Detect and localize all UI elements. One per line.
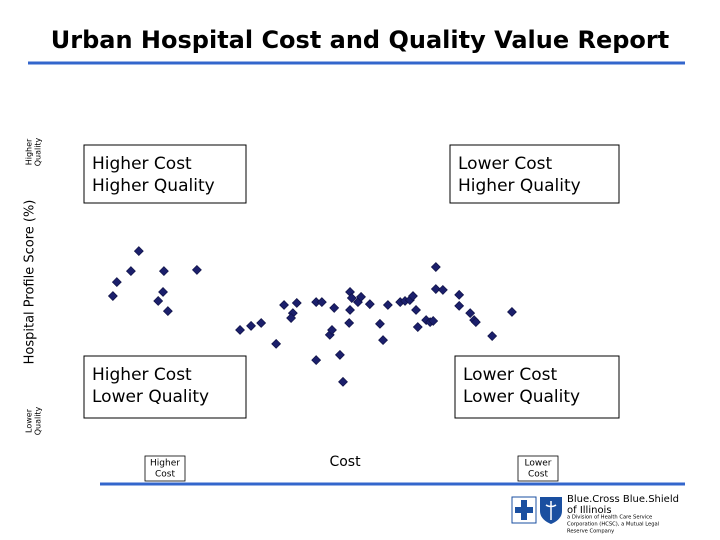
logo-icons <box>511 496 562 524</box>
quadrant-box <box>449 144 620 204</box>
point <box>465 308 476 319</box>
x-axis-label: Cost <box>329 454 361 470</box>
point <box>153 296 164 306</box>
point <box>158 287 168 297</box>
point <box>291 298 302 308</box>
logo-fine-print: a Division of Health Care Service <box>567 515 652 521</box>
x-end-label: Lower <box>525 459 552 469</box>
point <box>364 299 375 310</box>
quadrant-label: Higher Cost <box>92 154 192 174</box>
point <box>162 306 173 317</box>
quadrant-box <box>83 355 247 419</box>
point <box>256 318 267 328</box>
x-end-label: Cost <box>528 470 548 480</box>
quadrant-box <box>83 144 247 204</box>
quadrant-label: Lower Quality <box>92 387 209 407</box>
point <box>133 246 144 256</box>
point <box>375 318 385 329</box>
y-end-label: Lower <box>25 408 34 433</box>
quadrant-label: Lower Cost <box>458 154 552 174</box>
x-end-label: Cost <box>155 470 175 480</box>
point <box>271 338 282 349</box>
point <box>430 284 441 294</box>
quadrant-label: Lower Cost <box>463 365 557 385</box>
point <box>428 316 439 326</box>
quadrant-box <box>454 355 620 419</box>
logo-fine-print: Corporation (HCSC), a Mutual Legal <box>567 522 659 528</box>
y-axis-label: Hospital Profile Score (%) <box>23 200 38 365</box>
y-end-label: Higher <box>25 138 34 165</box>
point <box>430 262 441 272</box>
point <box>382 300 393 310</box>
point <box>411 305 421 315</box>
point <box>487 331 498 341</box>
x-end-box <box>517 455 559 482</box>
logo-name: of Illinois <box>567 505 612 516</box>
point <box>437 285 448 295</box>
quadrant-label: Higher Quality <box>92 176 215 196</box>
point <box>356 291 366 302</box>
point <box>246 320 256 331</box>
point <box>454 289 465 300</box>
point <box>344 318 355 328</box>
y-end-label: Quality <box>34 406 43 435</box>
point <box>329 302 340 313</box>
quadrant-label: Lower Quality <box>463 387 580 407</box>
logo-name: Blue.Cross Blue.Shield <box>567 494 679 505</box>
point <box>316 297 327 308</box>
x-end-label: Higher <box>150 459 180 469</box>
point <box>311 355 322 366</box>
point <box>158 266 169 277</box>
x-end-box <box>144 455 186 482</box>
quadrant-label: Higher Quality <box>458 176 581 196</box>
logo-fine-print: Reserve Company <box>567 529 614 535</box>
point <box>125 266 136 277</box>
point <box>346 293 357 303</box>
y-end-label: Quality <box>34 137 43 166</box>
point <box>408 291 418 301</box>
point <box>327 325 337 335</box>
quadrant-label: Higher Cost <box>92 365 192 385</box>
point <box>412 322 423 332</box>
point <box>470 317 481 328</box>
point <box>454 300 465 311</box>
point <box>334 349 345 360</box>
point <box>286 313 297 323</box>
point <box>338 376 348 387</box>
point <box>279 300 289 310</box>
point <box>345 305 355 315</box>
point <box>235 325 245 335</box>
point <box>378 335 388 346</box>
point <box>191 264 202 275</box>
point <box>111 277 122 288</box>
point <box>107 291 118 301</box>
point <box>507 307 517 317</box>
chart-title: Urban Hospital Cost and Quality Value Re… <box>51 26 669 54</box>
